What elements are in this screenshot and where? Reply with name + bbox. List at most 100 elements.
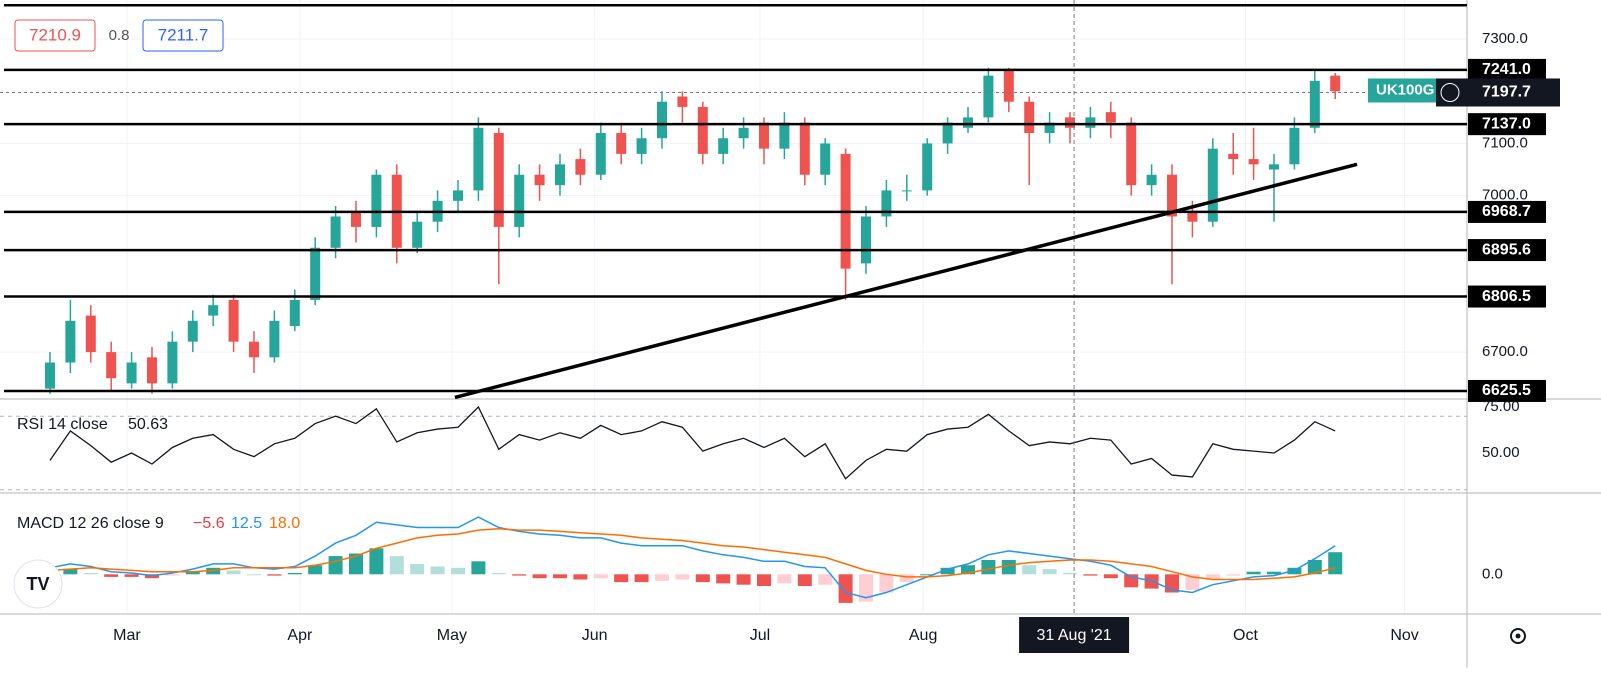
histogram-bar bbox=[716, 574, 731, 584]
candle-body bbox=[412, 221, 423, 248]
settings-icon bbox=[1515, 633, 1521, 639]
candle-body bbox=[554, 164, 565, 186]
candle-body bbox=[146, 357, 157, 384]
histogram-bar bbox=[1246, 571, 1261, 575]
candle-body bbox=[1044, 122, 1055, 134]
candle-body bbox=[901, 190, 912, 192]
histogram-bar bbox=[797, 574, 812, 586]
x-tick-label: Aug bbox=[909, 627, 937, 644]
x-tick-label: Jul bbox=[750, 627, 770, 644]
histogram-bar bbox=[471, 561, 486, 575]
symbol-box bbox=[1368, 78, 1438, 103]
histogram-bar bbox=[83, 573, 98, 575]
rsi-title: RSI 14 close bbox=[17, 416, 108, 433]
histogram-bar bbox=[675, 574, 690, 580]
level-label-box bbox=[1468, 285, 1546, 308]
candle-body bbox=[44, 362, 55, 389]
candle-body bbox=[1024, 101, 1035, 134]
candle-body bbox=[473, 127, 484, 191]
candle-body bbox=[514, 174, 525, 227]
level-label-box bbox=[1468, 239, 1546, 262]
histogram-bar bbox=[267, 574, 282, 576]
histogram-bar bbox=[1103, 574, 1118, 579]
histogram-bar bbox=[552, 574, 567, 579]
histogram-bar bbox=[512, 574, 527, 576]
histogram-bar bbox=[1063, 573, 1078, 575]
histogram-bar bbox=[859, 574, 874, 602]
candle-body bbox=[1105, 112, 1116, 123]
histogram-bar bbox=[287, 573, 302, 575]
histogram-bar bbox=[981, 560, 996, 575]
candle-body bbox=[289, 299, 300, 327]
histogram-bar bbox=[328, 556, 343, 575]
y-tick-label: 7000.0 bbox=[1482, 187, 1528, 204]
histogram-bar bbox=[185, 571, 200, 575]
macd-readout: −5.6 bbox=[193, 515, 225, 532]
level-label-box bbox=[1468, 379, 1546, 402]
candle-body bbox=[350, 211, 361, 227]
candle-body bbox=[248, 341, 259, 358]
histogram-bar bbox=[961, 565, 976, 575]
histogram-bar bbox=[348, 553, 363, 575]
candle-body bbox=[1167, 174, 1178, 217]
x-tick-label: Oct bbox=[1233, 627, 1258, 644]
candle-body bbox=[922, 143, 933, 191]
candle-body bbox=[269, 320, 280, 358]
x-tick-label: Jun bbox=[582, 627, 608, 644]
y-tick-label: 7100.0 bbox=[1482, 134, 1528, 151]
candle-body bbox=[697, 106, 708, 154]
candle-body bbox=[65, 320, 76, 363]
level-label: 6625.5 bbox=[1482, 382, 1531, 399]
histogram-bar bbox=[246, 574, 261, 576]
buy-price: 7211.7 bbox=[158, 25, 209, 44]
y-tick-label: 75.00 bbox=[1482, 398, 1520, 415]
candle-body bbox=[799, 122, 810, 175]
level-label: 7241.0 bbox=[1482, 61, 1531, 78]
histogram-bar bbox=[124, 574, 139, 577]
level-label-box bbox=[1468, 200, 1546, 223]
histogram-bar bbox=[920, 574, 935, 576]
histogram-bar bbox=[756, 574, 771, 586]
histogram-bar bbox=[1328, 552, 1343, 575]
candle-body bbox=[126, 362, 137, 384]
x-tick-label: May bbox=[437, 627, 467, 644]
candle-body bbox=[1309, 80, 1320, 128]
histogram-bar bbox=[369, 548, 384, 575]
histogram-bar bbox=[226, 570, 241, 575]
macd-readout: 12.5 bbox=[231, 515, 262, 532]
candle-body bbox=[330, 216, 341, 248]
histogram-bar bbox=[940, 567, 955, 575]
histogram-bar bbox=[1205, 574, 1220, 580]
add-button[interactable] bbox=[1440, 82, 1460, 102]
candle-body bbox=[208, 305, 219, 316]
histogram-bar bbox=[1001, 560, 1016, 575]
histogram-bar bbox=[450, 567, 465, 575]
histogram-bar bbox=[838, 574, 853, 603]
last-price-label: 7197.7 bbox=[1482, 84, 1531, 101]
candle-body bbox=[861, 216, 872, 264]
candle-body bbox=[106, 352, 117, 379]
logo[interactable] bbox=[13, 559, 63, 609]
crosshair-label-box bbox=[1019, 617, 1130, 653]
candle-body bbox=[1085, 117, 1096, 128]
x-tick-label: Mar bbox=[113, 627, 141, 644]
candle-body bbox=[942, 122, 953, 144]
candle-body bbox=[718, 138, 729, 154]
histogram-bar bbox=[614, 574, 629, 583]
candle-body bbox=[1269, 164, 1280, 170]
candle-body bbox=[1146, 174, 1157, 186]
histogram-bar bbox=[899, 574, 914, 583]
y-tick-label: 50.00 bbox=[1482, 444, 1520, 461]
y-tick-label: 0.0 bbox=[1482, 565, 1503, 582]
buy-box[interactable] bbox=[142, 19, 224, 52]
candle-body bbox=[1126, 122, 1137, 186]
settings-button[interactable] bbox=[1510, 628, 1526, 644]
sell-box[interactable] bbox=[14, 19, 96, 52]
candle-body bbox=[1289, 127, 1300, 165]
candle-body bbox=[820, 143, 831, 175]
histogram-bar bbox=[593, 574, 608, 579]
candle-body bbox=[85, 315, 96, 353]
level-label: 6895.6 bbox=[1482, 241, 1531, 258]
